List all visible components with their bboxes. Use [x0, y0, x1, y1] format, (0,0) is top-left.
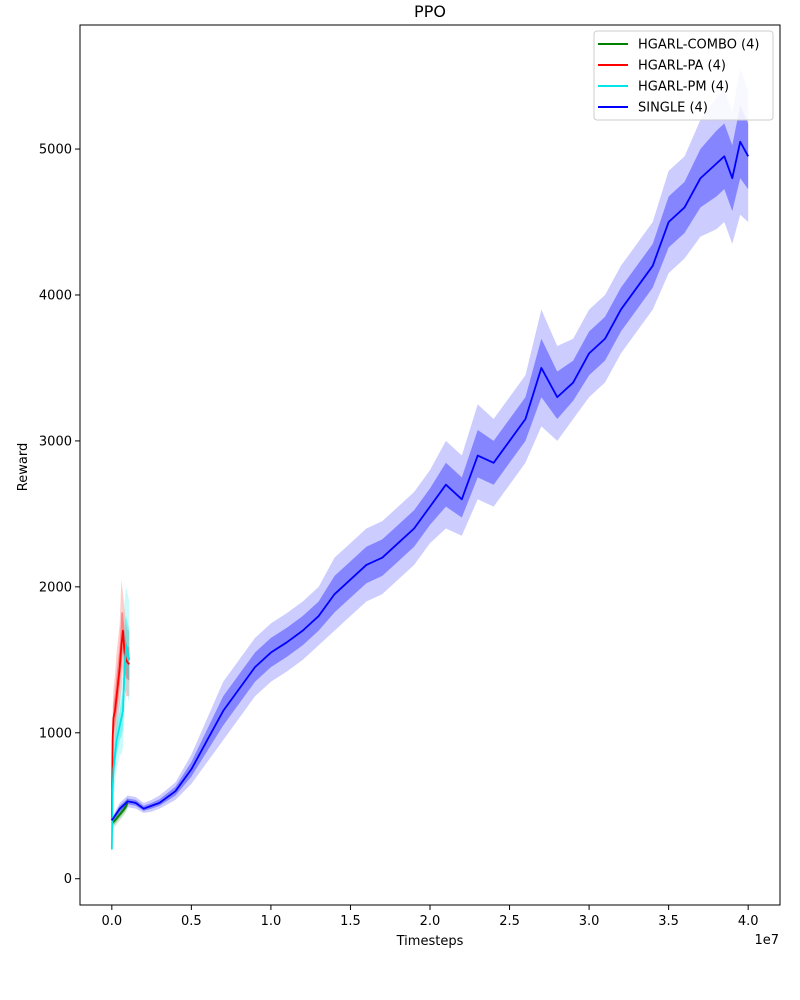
- legend-label-hgarl-combo-4: HGARL-COMBO (4): [638, 38, 759, 53]
- y-tick-label: 3000: [39, 434, 72, 449]
- legend-label-single-4: SINGLE (4): [638, 101, 708, 116]
- legend-label-hgarl-pm-4: HGARL-PM (4): [638, 80, 729, 95]
- x-tick-label: 1.0: [261, 914, 282, 929]
- y-tick-label: 2000: [39, 580, 72, 595]
- legend: HGARL-COMBO (4) HGARL-PA (4) HGARL-PM (4) S…: [593, 30, 774, 121]
- y-tick-label: 0: [64, 872, 72, 887]
- series-lines: [110, 140, 749, 850]
- y-tick-label: 4000: [39, 288, 72, 303]
- y-tick-label: 5000: [39, 143, 72, 158]
- x-tick-label: 0.0: [101, 914, 122, 929]
- y-axis: 0 1000 2000 3000 4000 5000: [39, 143, 80, 887]
- x-tick-label: 3.0: [579, 914, 600, 929]
- single-4-outer-band: [111, 68, 749, 824]
- legend-label-hgarl-pa-4: HGARL-PA (4): [638, 59, 726, 74]
- hgarl-pm-4-line: [110, 644, 131, 850]
- hgarl-pa-4-outer-band: [111, 579, 130, 843]
- x-tick-label: 0.5: [181, 914, 202, 929]
- single-4-line: [111, 140, 749, 821]
- x-axis: 0.0 0.5 1.0 1.5 2.0 2.5 3.0 3.5 4.0: [101, 905, 759, 929]
- x-axis-label: Timesteps: [396, 934, 464, 949]
- chart-title: PPO: [414, 2, 446, 21]
- hgarl-pa-4-line: [110, 629, 130, 821]
- x-tick-label: 2.0: [420, 914, 441, 929]
- x-tick-label: 4.0: [738, 914, 759, 929]
- x-tick-label: 3.5: [658, 914, 679, 929]
- single-4-inner-band: [111, 105, 749, 822]
- x-tick-label: 2.5: [499, 914, 520, 929]
- x-tick-label: 1.5: [340, 914, 361, 929]
- legend-box: [593, 30, 774, 121]
- hgarl-combo-4-line: [111, 802, 129, 824]
- x-axis-offset-label: 1e7: [754, 933, 779, 948]
- y-tick-label: 1000: [39, 726, 72, 741]
- y-axis-label: Reward: [16, 443, 31, 491]
